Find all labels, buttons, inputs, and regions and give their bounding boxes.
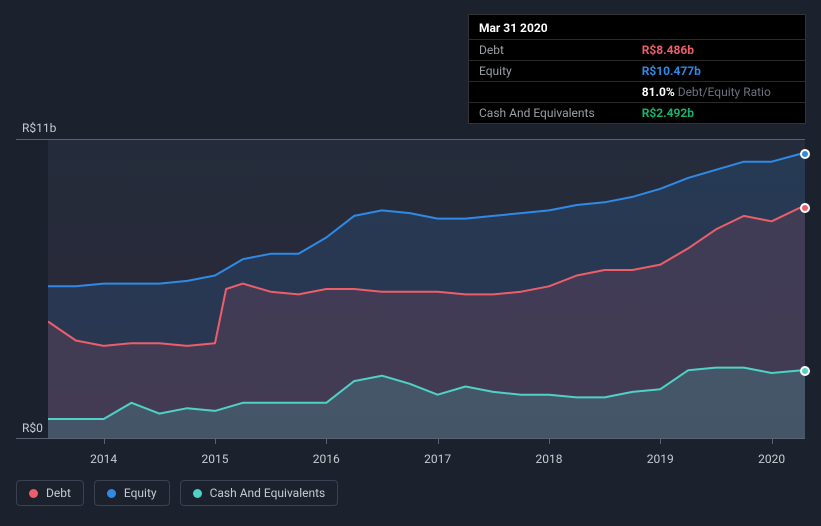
legend-label: Equity [124,486,157,500]
axis-line [772,438,773,444]
axis-line [215,438,216,444]
legend: Debt Equity Cash And Equivalents [16,480,338,506]
x-axis-label: 2017 [424,452,451,466]
legend-swatch-icon [107,489,116,498]
axis-line [16,438,805,439]
tooltip-row-label [469,82,632,103]
x-axis-label: 2014 [90,452,117,466]
y-axis-label-bottom: R$0 [22,421,43,435]
legend-label: Cash And Equivalents [210,486,326,500]
end-marker-cash [800,366,810,376]
axis-line [16,139,805,140]
legend-item-equity[interactable]: Equity [94,480,170,506]
x-axis-label: 2018 [535,452,562,466]
y-axis-label-top: R$11b [22,121,56,135]
tooltip-row-value: 81.0% Debt/Equity Ratio [632,82,805,103]
tooltip-row-value: R$8.486b [632,40,805,61]
legend-swatch-icon [193,489,202,498]
legend-label: Debt [46,486,71,500]
axis-line [104,438,105,444]
tooltip-row-value: R$10.477b [632,61,805,82]
legend-item-debt[interactable]: Debt [16,480,84,506]
axis-line [549,438,550,444]
axis-line [326,438,327,444]
x-axis-label: 2020 [758,452,785,466]
axis-line [438,438,439,444]
x-axis-label: 2016 [313,452,340,466]
axis-line [660,438,661,444]
tooltip-row-label: Debt [469,40,632,61]
legend-item-cash[interactable]: Cash And Equivalents [180,480,339,506]
tooltip-row-value: R$2.492b [632,103,805,124]
legend-swatch-icon [29,489,38,498]
tooltip-title: Mar 31 2020 [469,15,805,39]
x-axis-label: 2019 [647,452,674,466]
end-marker-debt [800,203,810,213]
hover-tooltip: Mar 31 2020 DebtR$8.486bEquityR$10.477b8… [468,14,806,124]
x-axis-label: 2015 [201,452,228,466]
tooltip-row-label: Equity [469,61,632,82]
end-marker-equity [800,149,810,159]
chart-plot[interactable] [48,140,805,438]
tooltip-row-label: Cash And Equivalents [469,103,632,124]
